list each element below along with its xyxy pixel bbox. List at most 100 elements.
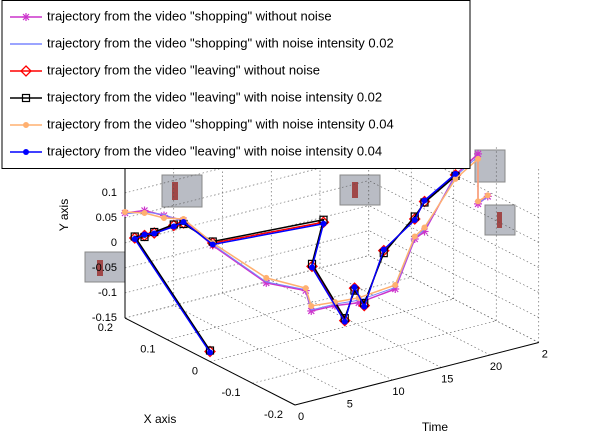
data-point	[302, 285, 309, 292]
data-point	[180, 219, 187, 225]
marker-shape	[131, 236, 138, 242]
data-point	[23, 122, 29, 128]
marker-shape	[21, 93, 31, 103]
time-tick-label: 5	[347, 398, 353, 410]
legend-label: trajectory from the video "shopping" wit…	[47, 8, 332, 23]
data-point	[209, 241, 216, 248]
data-point	[20, 65, 32, 77]
legend-label: trajectory from the video "leaving" with…	[47, 89, 382, 104]
z-tick-label: -0.15	[92, 312, 117, 324]
time-axis-label: Time	[422, 420, 449, 434]
marker-shape	[341, 318, 348, 325]
data-point	[141, 231, 148, 238]
legend-label: trajectory from the video "leaving" with…	[47, 143, 382, 158]
data-point	[151, 230, 158, 237]
marker-shape	[308, 302, 315, 309]
data-point	[351, 284, 358, 291]
marker-shape	[170, 223, 177, 230]
marker-shape	[141, 231, 148, 238]
marker-shape	[161, 215, 167, 221]
z-tick-label: 0	[111, 237, 117, 249]
data-point	[380, 246, 387, 253]
marker-shape	[411, 217, 418, 223]
marker-shape	[475, 155, 481, 162]
marker-shape	[309, 264, 315, 271]
legend-label: trajectory from the video "leaving" with…	[47, 62, 320, 77]
x-tick-label: -0.1	[222, 387, 241, 399]
data-point	[21, 93, 31, 103]
data-point	[484, 192, 491, 199]
time-axis-line	[294, 342, 539, 406]
data-point	[361, 303, 368, 310]
data-point	[421, 197, 428, 204]
time-tick-label: 0	[298, 411, 304, 423]
time-tick-label: 15	[441, 373, 453, 385]
data-point	[308, 302, 315, 309]
data-point	[263, 274, 270, 281]
marker-shape	[20, 65, 32, 77]
data-point	[23, 149, 29, 155]
marker-shape	[348, 282, 361, 295]
data-point	[475, 198, 481, 205]
data-point	[131, 236, 138, 242]
data-point	[392, 282, 399, 288]
data-point	[411, 233, 418, 240]
marker-shape	[361, 303, 368, 310]
data-point	[170, 223, 177, 230]
data-point	[474, 149, 482, 158]
marker-shape	[141, 210, 148, 216]
marker-stroke	[22, 13, 30, 21]
data-point	[452, 170, 459, 177]
marker-shape	[302, 285, 309, 292]
z-tick-label: -0.1	[98, 287, 117, 299]
legend-box	[1, 0, 471, 169]
marker-shape	[263, 274, 270, 281]
marker-shape	[484, 192, 491, 199]
video-thumbnail	[339, 174, 381, 206]
data-point	[207, 349, 213, 356]
data-point	[309, 264, 315, 271]
data-point	[122, 209, 128, 215]
data-point	[161, 215, 167, 221]
marker-shape	[392, 282, 399, 288]
marker-shape	[209, 241, 216, 248]
data-point	[341, 318, 348, 325]
person-figure	[497, 212, 502, 228]
marker-shape	[421, 224, 428, 231]
data-point	[421, 224, 428, 231]
data-point	[320, 220, 327, 227]
marker-shape	[421, 197, 428, 204]
grid-line	[124, 230, 369, 294]
data-point	[411, 217, 418, 223]
person-figure	[97, 260, 103, 276]
marker-shape	[380, 246, 387, 253]
marker-shape	[207, 349, 213, 356]
video-thumbnail	[84, 251, 126, 283]
x-tick-label: 0.1	[140, 344, 155, 356]
grid-line	[173, 305, 344, 393]
x-tick-label: 0	[192, 365, 198, 377]
x-axis-label: X axis	[144, 412, 177, 426]
data-point	[348, 282, 361, 295]
marker-shape	[351, 284, 358, 291]
marker-shape	[23, 122, 29, 128]
marker-shape	[475, 198, 481, 205]
video-thumbnail	[161, 174, 203, 208]
data-point	[475, 155, 481, 162]
legend-label: trajectory from the video "shopping" wit…	[47, 35, 394, 50]
legend-label: trajectory from the video "shopping" wit…	[47, 116, 394, 131]
marker-shape	[452, 170, 459, 177]
marker-shape	[320, 220, 327, 227]
marker-shape	[151, 230, 158, 237]
z-axis-label: Y axis	[57, 199, 71, 231]
marker-shape	[452, 175, 459, 182]
marker-shape	[411, 233, 418, 240]
x-tick-label: 0.2	[98, 322, 113, 334]
z-tick-label: 0.05	[96, 212, 117, 224]
time-tick-label: 2	[542, 348, 548, 360]
person-figure	[352, 182, 358, 198]
data-point	[22, 13, 30, 21]
marker-stroke	[474, 150, 482, 158]
time-tick-label: 20	[490, 361, 502, 373]
